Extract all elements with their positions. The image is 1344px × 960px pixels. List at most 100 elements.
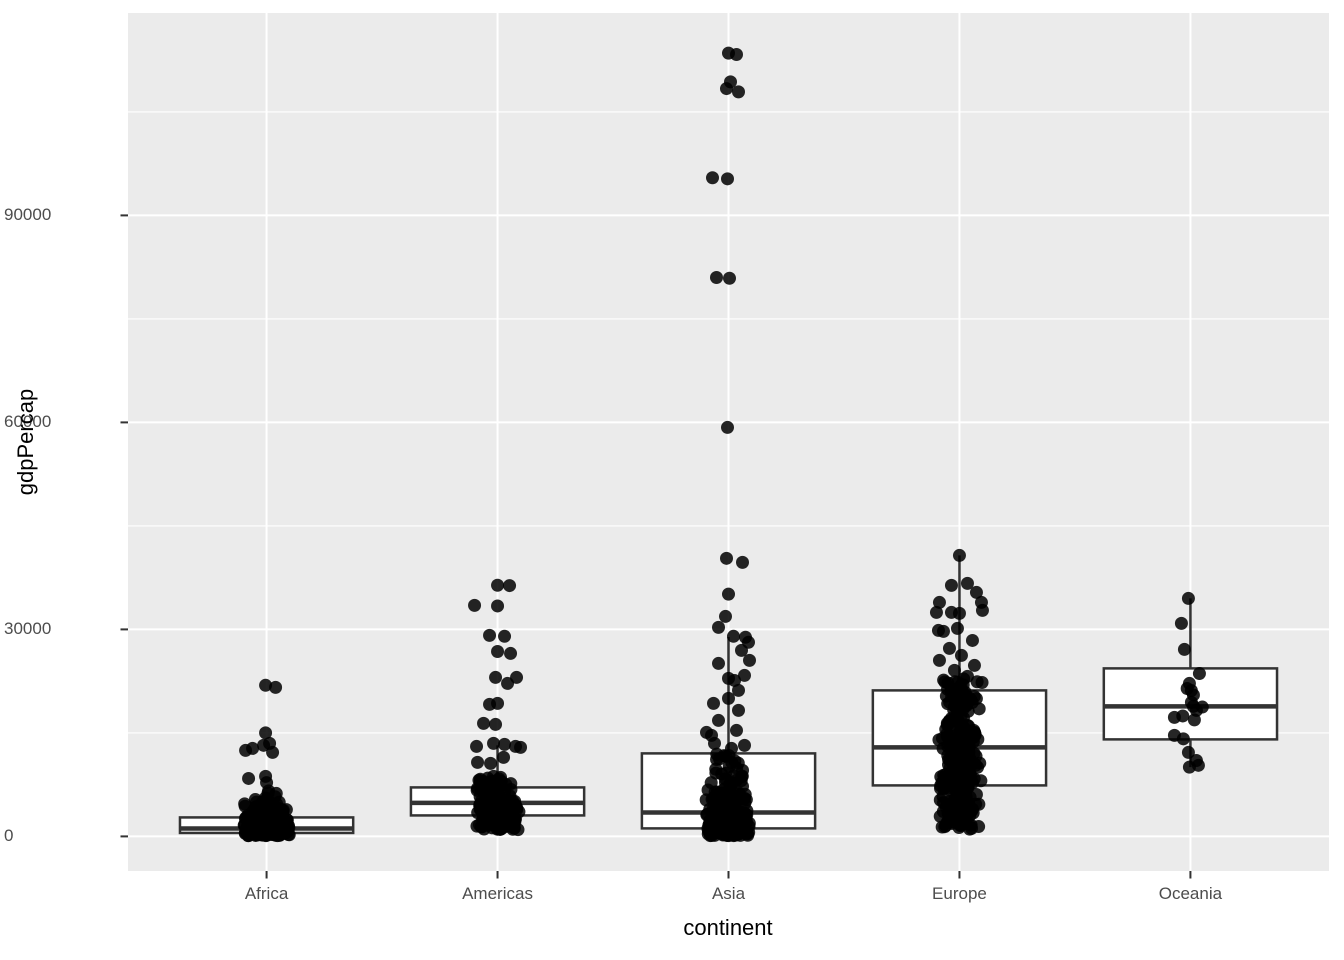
data-point (727, 629, 740, 643)
data-point (728, 673, 741, 687)
data-point (497, 750, 511, 764)
data-point (965, 633, 979, 647)
jitter-points-africa (237, 678, 296, 843)
data-point (944, 781, 958, 795)
data-point (491, 578, 505, 592)
data-point (498, 629, 512, 643)
data-point (261, 803, 275, 817)
data-point (494, 770, 508, 784)
data-point (1177, 642, 1191, 656)
data-point (721, 420, 734, 434)
data-point (706, 171, 719, 185)
data-point (942, 641, 956, 655)
data-point (936, 624, 950, 638)
axis-ticks (120, 214, 1192, 879)
data-point (967, 746, 981, 760)
data-point (736, 555, 749, 569)
data-point (970, 675, 984, 689)
data-point (960, 576, 974, 590)
data-point (954, 648, 968, 662)
data-point (725, 826, 739, 840)
data-point (726, 815, 740, 829)
data-point (969, 758, 983, 772)
data-point (496, 816, 510, 830)
data-point (510, 670, 524, 684)
data-point (735, 643, 748, 657)
data-point (947, 663, 961, 677)
data-point (266, 745, 280, 759)
data-point (257, 819, 271, 833)
data-point (929, 605, 943, 619)
data-point (507, 821, 521, 835)
x-tick-label-asia: Asia (711, 884, 746, 903)
data-point (489, 670, 503, 684)
data-point (1167, 710, 1181, 724)
data-point (969, 585, 983, 599)
data-point (725, 741, 738, 755)
data-point (975, 603, 989, 617)
data-point (242, 771, 256, 785)
data-point (709, 762, 723, 776)
data-point (259, 726, 273, 740)
data-point (932, 653, 946, 667)
data-point (483, 628, 497, 642)
data-point (730, 723, 743, 737)
data-point (705, 792, 719, 806)
data-point (489, 717, 503, 731)
data-point (262, 784, 276, 798)
jitter-points-europe (929, 548, 989, 836)
data-point (955, 684, 969, 698)
data-point (719, 766, 733, 780)
data-point (504, 646, 518, 660)
data-point (722, 587, 735, 601)
data-point (743, 653, 756, 667)
data-point (491, 599, 505, 613)
data-point (934, 781, 948, 795)
data-point (503, 579, 517, 593)
data-point (732, 683, 745, 697)
data-point (947, 747, 961, 761)
jitter-points-asia (699, 46, 756, 843)
data-point (514, 740, 528, 754)
jitter-points-americas (468, 578, 528, 837)
data-point (723, 271, 736, 285)
y-axis-title: gdpPercap (13, 388, 38, 496)
data-point (1167, 728, 1181, 742)
data-point (241, 829, 255, 843)
data-point (932, 595, 946, 609)
data-point (477, 716, 491, 730)
data-point (485, 816, 499, 830)
data-point (950, 621, 964, 635)
data-point (484, 756, 498, 770)
data-point (739, 793, 753, 807)
data-point (712, 656, 725, 670)
data-point (967, 730, 981, 744)
data-point (954, 765, 968, 779)
data-point (710, 271, 723, 284)
data-point (946, 738, 960, 752)
data-point (730, 761, 744, 775)
data-point (966, 806, 980, 820)
y-tick-label: 0 (4, 826, 14, 846)
data-point (468, 598, 482, 612)
data-point (952, 606, 966, 620)
data-point (491, 696, 505, 710)
data-point (732, 703, 745, 717)
data-point (719, 609, 732, 623)
data-point (944, 578, 958, 592)
data-point (937, 673, 951, 687)
data-point (712, 620, 725, 634)
y-tick-label: 90000 (4, 205, 52, 225)
data-point (1174, 616, 1188, 630)
data-point (738, 738, 751, 752)
x-tick-label-africa: Africa (244, 884, 289, 903)
x-axis-title: continent (683, 915, 773, 940)
data-point (952, 548, 966, 562)
data-point (960, 669, 974, 683)
data-point (1182, 760, 1196, 774)
x-tick-label-oceania: Oceania (1158, 884, 1223, 903)
data-point (722, 691, 735, 705)
y-tick-label: 60000 (4, 412, 52, 432)
data-point (259, 678, 273, 692)
